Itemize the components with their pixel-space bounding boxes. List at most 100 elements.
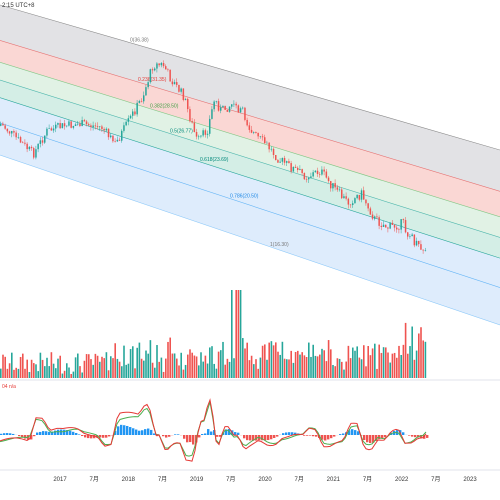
- candle-body: [343, 196, 345, 199]
- time-tick-label: 7月: [431, 476, 440, 483]
- candle-body: [169, 69, 171, 82]
- candle-body: [6, 128, 9, 132]
- volume-bar: [136, 347, 138, 378]
- time-tick-label: 2021: [327, 477, 341, 483]
- volume-bar: [94, 353, 97, 378]
- candle-body: [413, 234, 416, 246]
- volume-bar: [356, 346, 358, 378]
- candle-body: [30, 146, 33, 149]
- macd-histogram-bar: [372, 435, 375, 443]
- macd-histogram-bar: [153, 433, 156, 435]
- candle-body: [4, 125, 6, 129]
- volume-bar: [30, 359, 33, 378]
- candle-body: [123, 125, 125, 131]
- volume-bar: [140, 358, 143, 378]
- volume-bar: [33, 363, 35, 378]
- volume-bar: [180, 352, 182, 378]
- macd-histogram-bar: [246, 435, 249, 441]
- volume-bar: [288, 359, 290, 378]
- candle-body: [371, 214, 374, 219]
- volume-bar: [349, 358, 352, 378]
- candle-body: [136, 102, 138, 115]
- macd-histogram-bar: [102, 435, 105, 438]
- volume-bar: [50, 352, 53, 378]
- candle-body: [255, 132, 257, 133]
- macd-histogram-bar: [210, 431, 213, 435]
- volume-bar: [160, 357, 163, 378]
- candle-body: [424, 249, 427, 251]
- candle-body: [242, 107, 244, 109]
- macd-histogram-bar: [0, 433, 3, 435]
- macd-histogram-bar: [87, 435, 90, 439]
- candle-body: [90, 125, 92, 127]
- macd-histogram-bar: [201, 433, 204, 435]
- candle-body: [103, 128, 105, 131]
- candle-body: [415, 240, 418, 246]
- volume-bar: [224, 364, 226, 378]
- macd-histogram-bar: [303, 435, 306, 436]
- candle-body: [248, 125, 251, 130]
- candle-body: [178, 84, 180, 92]
- candle-body: [398, 229, 400, 231]
- candle-body: [250, 129, 253, 133]
- macd-histogram-bar: [165, 435, 168, 438]
- volume-bar: [272, 345, 275, 378]
- candle-body: [301, 169, 303, 174]
- volume-bar: [255, 359, 257, 378]
- candle-body: [268, 142, 270, 150]
- volume-bar: [15, 367, 17, 378]
- volume-bar: [132, 346, 134, 378]
- macd-histogram-bar: [273, 435, 276, 439]
- macd-histogram-bar: [315, 435, 318, 437]
- volume-bar: [363, 345, 365, 378]
- macd-histogram-bar: [198, 435, 201, 438]
- macd-histogram-bar: [57, 429, 60, 435]
- candle-body: [409, 236, 411, 237]
- candle-body: [404, 220, 407, 233]
- candle-body: [61, 123, 64, 129]
- volume-bar: [184, 364, 187, 378]
- volume-bar: [22, 353, 24, 378]
- candle-body: [279, 161, 281, 163]
- candle-body: [385, 224, 387, 228]
- candle-body: [338, 189, 341, 191]
- candle-body: [352, 203, 354, 206]
- macd-histogram-bar: [114, 430, 117, 435]
- macd-histogram-bar: [174, 434, 177, 435]
- volume-bar: [413, 359, 416, 378]
- volume-bar: [404, 322, 407, 378]
- candle-body: [99, 126, 101, 128]
- candle-body: [151, 69, 154, 71]
- candle-body: [209, 118, 211, 134]
- volume-bar: [325, 361, 328, 378]
- volume-bar: [290, 350, 292, 378]
- volume-bar: [222, 341, 224, 378]
- fib-band: [0, 62, 500, 238]
- candle-body: [360, 190, 363, 200]
- macd-histogram-bar: [327, 435, 330, 440]
- volume-bar: [61, 373, 64, 378]
- macd-histogram-bar: [270, 435, 273, 440]
- volume-bar: [26, 359, 28, 378]
- macd-histogram-bar: [264, 435, 267, 441]
- candle-body: [72, 125, 75, 128]
- volume-bar: [105, 352, 108, 378]
- header-time-label: 2:15 UTC+8: [2, 3, 35, 9]
- candle-body: [13, 131, 15, 133]
- indicator-label: 04 n/a: [2, 384, 16, 390]
- volume-bar: [367, 346, 369, 378]
- fib-band: [0, 122, 500, 326]
- macd-histogram-bar: [123, 425, 126, 435]
- candle-body: [332, 183, 334, 189]
- candle-body: [215, 101, 218, 102]
- time-tick-label: 2022: [395, 477, 409, 483]
- volume-bar: [358, 357, 361, 378]
- candle-body: [303, 173, 306, 180]
- macd-histogram-bar: [426, 435, 429, 438]
- volume-bar: [257, 368, 259, 378]
- volume-bar: [279, 354, 281, 378]
- macd-histogram-bar: [330, 435, 333, 439]
- macd-histogram-bar: [351, 429, 354, 435]
- volume-bar: [277, 351, 279, 378]
